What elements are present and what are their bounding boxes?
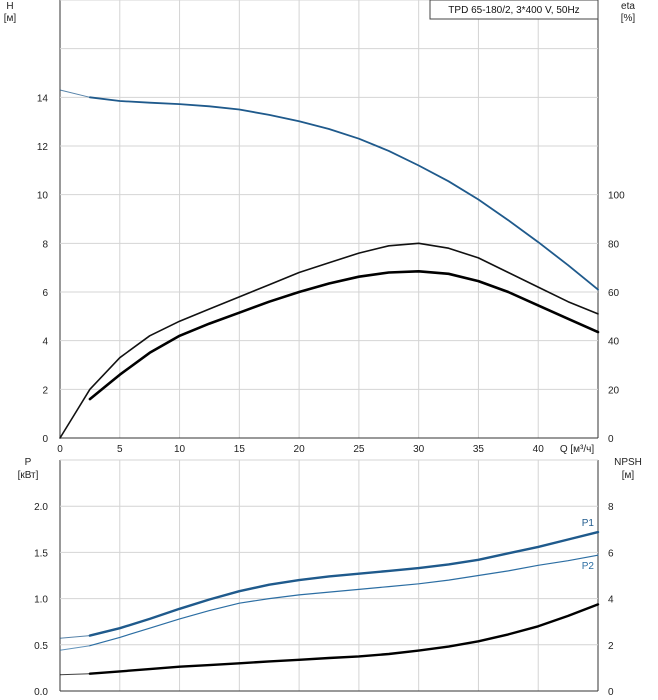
left-tick-label: 1.0	[34, 595, 48, 606]
x-axis-label: Q [м³/ч]	[560, 444, 595, 455]
x-tick-label: 40	[533, 444, 545, 455]
left-tick-label: 12	[37, 142, 49, 153]
left-tick-label: 6	[42, 288, 48, 299]
right-tick-label: 6	[608, 548, 614, 559]
right-tick-label: 20	[608, 385, 620, 396]
x-tick-label: 25	[353, 444, 365, 455]
left-tick-label: 1.5	[34, 548, 48, 559]
pump-curve-panel: 0 5 10 15 20 25 30 35 4002468101214020406080100 …	[4, 0, 636, 455]
right-tick-label: 8	[608, 502, 614, 513]
series-label: P1	[582, 518, 595, 529]
series-line-2	[88, 603, 600, 675]
series-line-1	[59, 242, 599, 439]
series-extension-line	[59, 635, 90, 639]
series-line-0	[88, 530, 600, 637]
x-tick-label: 10	[174, 444, 186, 455]
series-extension-line	[59, 645, 90, 651]
series-extension-line	[59, 89, 91, 98]
series-line-2	[88, 269, 600, 401]
right-tick-label: 0	[608, 434, 614, 445]
series-line-0	[89, 96, 599, 291]
series-extension-line	[59, 673, 90, 676]
left-tick-label: 2.0	[34, 502, 48, 513]
left-axis-label-symbol: H	[6, 1, 13, 12]
right-axis-label-symbol: NPSH	[614, 457, 642, 468]
right-axis-label-unit: [м]	[622, 470, 635, 481]
right-tick-label: 60	[608, 288, 620, 299]
left-axis-label-unit: [м]	[4, 13, 17, 24]
right-axis-label-unit: [%]	[621, 13, 636, 24]
left-axis-label-unit: [кВт]	[18, 470, 39, 481]
right-tick-label: 40	[608, 337, 620, 348]
title-box	[429, 0, 599, 20]
left-tick-label: 8	[42, 239, 48, 250]
right-tick-label: 0	[608, 687, 614, 698]
x-tick-label: 30	[413, 444, 425, 455]
series-line-1	[89, 554, 599, 647]
right-axis-label-symbol: eta	[621, 1, 635, 12]
series-label: P2	[582, 561, 595, 572]
left-tick-label: 2	[42, 385, 48, 396]
right-tick-label: 100	[608, 191, 625, 202]
left-tick-label: 14	[37, 93, 49, 104]
right-tick-label: 80	[608, 239, 620, 250]
left-axis-label-symbol: P	[25, 457, 32, 468]
right-tick-label: 2	[608, 641, 614, 652]
right-tick-label: 4	[608, 595, 614, 606]
left-tick-label: 0.5	[34, 641, 48, 652]
power-npsh-panel: P1 P2 0.0 0.5 1.0 1.5 2.0 0 2 4 6 8 P [кВт] NPSH […	[18, 457, 642, 698]
x-tick-label: 0	[57, 444, 63, 455]
left-tick-label: 4	[42, 337, 48, 348]
chart-title: TPD 65-180/2, 3*400 V, 50Hz	[448, 5, 579, 16]
left-tick-label: 10	[37, 191, 49, 202]
left-tick-label: 0	[42, 434, 48, 445]
x-tick-label: 35	[473, 444, 485, 455]
left-tick-label: 0.0	[34, 687, 48, 698]
x-tick-label: 20	[294, 444, 306, 455]
x-tick-label: 5	[117, 444, 123, 455]
x-tick-label: 15	[234, 444, 246, 455]
